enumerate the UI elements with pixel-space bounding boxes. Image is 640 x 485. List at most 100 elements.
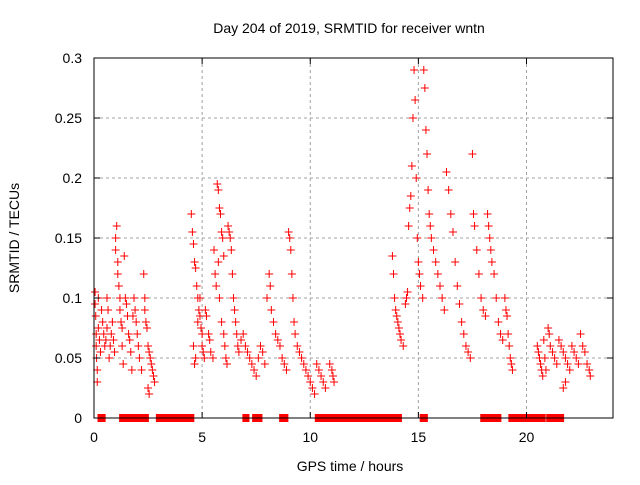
data-point <box>101 336 110 344</box>
data-point <box>219 252 228 260</box>
data-point <box>423 150 432 158</box>
data-point <box>388 252 397 260</box>
data-point <box>567 342 576 350</box>
data-point <box>540 354 549 362</box>
data-point <box>406 192 415 200</box>
data-point <box>314 366 323 374</box>
data-point <box>498 336 507 344</box>
data-point <box>201 306 210 314</box>
data-point <box>229 294 238 302</box>
data-point <box>416 282 425 290</box>
data-point <box>403 288 412 296</box>
data-point <box>263 294 271 302</box>
data-point <box>104 306 113 314</box>
data-point <box>485 234 494 242</box>
data-point <box>301 366 310 374</box>
y-tick-label: 0.3 <box>63 50 83 66</box>
data-point <box>290 318 299 326</box>
data-point <box>228 270 237 278</box>
data-point <box>546 342 555 350</box>
data-point <box>486 246 495 254</box>
data-point <box>407 162 416 170</box>
data-point <box>127 366 136 374</box>
data-point <box>114 282 123 290</box>
data-point <box>110 348 119 356</box>
data-point <box>134 342 143 350</box>
data-point <box>286 246 295 254</box>
data-point <box>468 150 477 158</box>
data-point <box>250 366 259 374</box>
data-point <box>131 306 140 314</box>
data-point <box>107 330 116 338</box>
data-point <box>288 294 297 302</box>
x-tick-label: 15 <box>411 429 427 445</box>
data-point <box>231 318 240 326</box>
data-point <box>392 312 401 320</box>
data-point <box>393 318 402 326</box>
data-point <box>508 366 517 374</box>
data-point <box>554 336 563 344</box>
data-point <box>284 228 293 236</box>
data-point <box>408 114 417 122</box>
data-point <box>102 324 111 332</box>
data-point <box>487 258 496 266</box>
y-tick-label: 0.05 <box>55 350 82 366</box>
data-point <box>128 312 137 320</box>
data-point <box>504 330 513 338</box>
y-tick-label: 0.25 <box>55 110 82 126</box>
data-point <box>413 234 422 242</box>
data-point <box>278 354 287 362</box>
data-point <box>150 378 159 386</box>
data-point <box>321 384 330 392</box>
data-point <box>146 354 155 362</box>
grid <box>94 58 613 418</box>
data-point <box>191 264 200 272</box>
data-point <box>217 318 226 326</box>
data-point <box>200 354 209 362</box>
data-point <box>490 270 499 278</box>
data-point <box>271 330 280 338</box>
data-point <box>442 168 451 176</box>
data-point <box>464 348 473 356</box>
data-point <box>574 360 583 368</box>
data-point <box>247 360 256 368</box>
data-point <box>327 366 336 374</box>
data-point <box>98 318 107 326</box>
data-point <box>149 372 158 380</box>
data-point <box>121 294 130 302</box>
data-point <box>191 354 200 362</box>
data-point <box>226 234 235 242</box>
data-point <box>505 342 514 350</box>
data-point <box>216 210 225 218</box>
data-point <box>538 372 547 380</box>
data-point <box>563 360 572 368</box>
data-point <box>106 342 115 350</box>
data-point <box>124 330 133 338</box>
data-point <box>91 312 100 320</box>
data-point <box>391 306 400 314</box>
data-point <box>189 240 198 248</box>
data-point <box>195 294 204 302</box>
data-point <box>545 330 554 338</box>
data-point <box>291 330 300 338</box>
data-point <box>197 324 206 332</box>
data-point <box>91 300 100 308</box>
data-point <box>254 354 263 362</box>
data-point <box>401 300 410 308</box>
data-point <box>117 318 126 326</box>
data-point <box>214 258 223 266</box>
data-point <box>130 294 139 302</box>
data-point <box>583 360 592 368</box>
data-point <box>461 342 470 350</box>
data-point <box>293 342 302 350</box>
data-point <box>113 270 122 278</box>
data-point <box>544 324 553 332</box>
data-point <box>287 270 296 278</box>
data-point <box>105 354 114 362</box>
data-point <box>230 306 239 314</box>
data-point <box>494 318 503 326</box>
y-tick-label: 0.2 <box>63 170 83 186</box>
data-point <box>96 348 105 356</box>
data-point <box>310 390 319 398</box>
data-point <box>92 342 101 350</box>
